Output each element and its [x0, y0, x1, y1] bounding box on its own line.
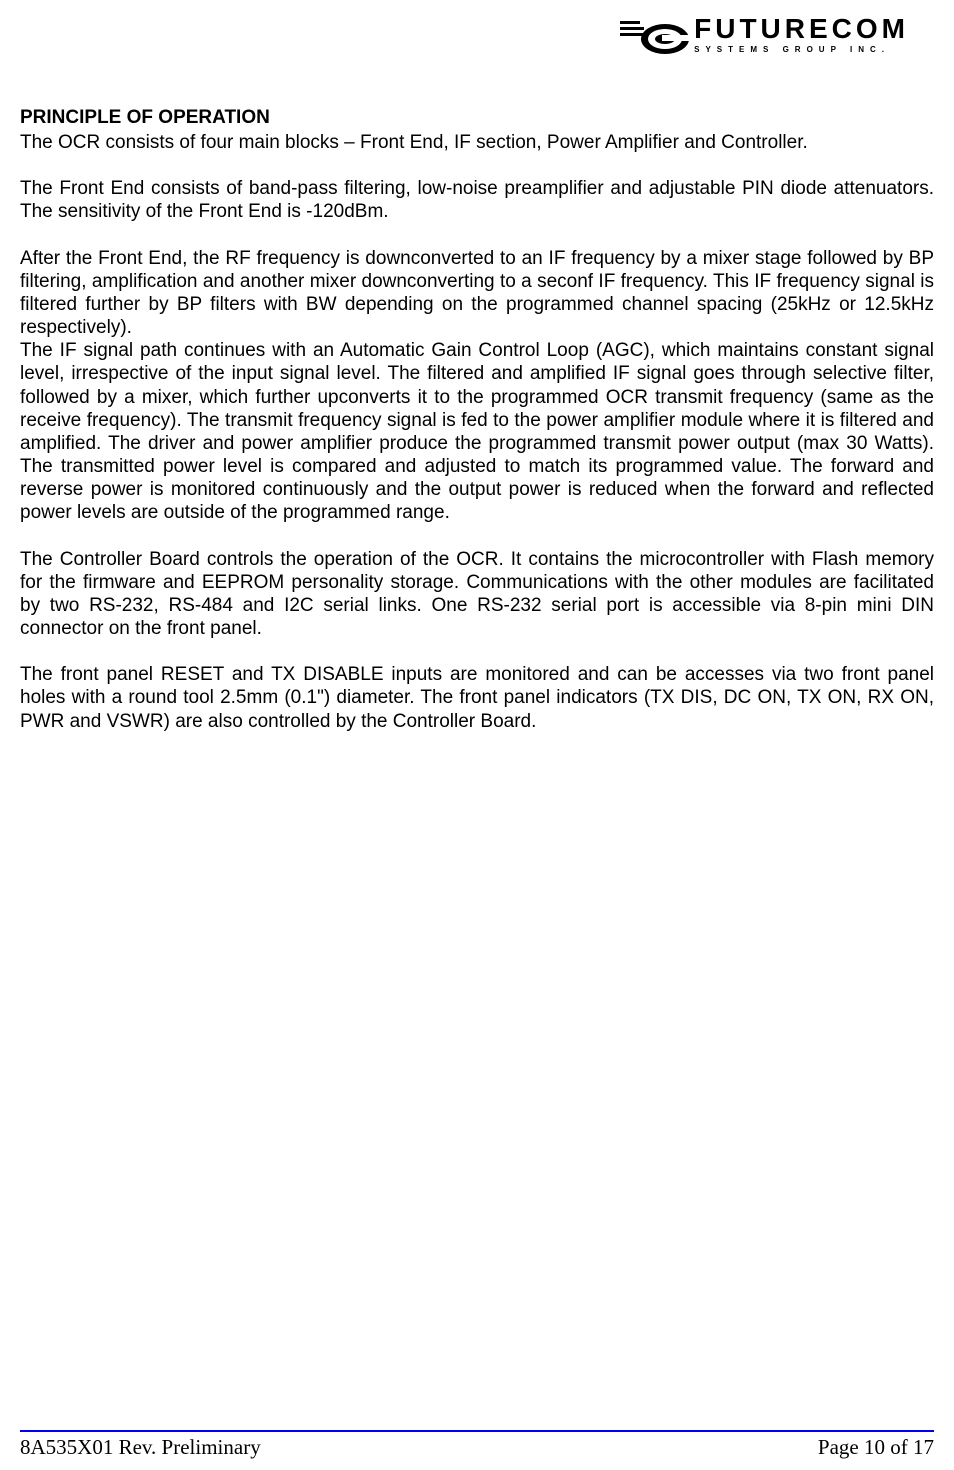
logo-main-text: FUTURECOM [694, 15, 909, 43]
footer-divider [20, 1430, 934, 1432]
footer-page-number: Page 10 of 17 [818, 1435, 934, 1460]
paragraph-3a: After the Front End, the RF frequency is… [20, 247, 934, 340]
paragraph-5: The front panel RESET and TX DISABLE inp… [20, 663, 934, 733]
paragraph-2: The Front End consists of band-pass filt… [20, 177, 934, 223]
paragraph-1: The OCR consists of four main blocks – F… [20, 131, 934, 154]
logo-text: FUTURECOM SYSTEMS GROUP INC. [694, 15, 909, 54]
page-footer: 8A535X01 Rev. Preliminary Page 10 of 17 [20, 1435, 934, 1460]
paragraph-3b: The IF signal path continues with an Aut… [20, 339, 934, 524]
footer-doc-id: 8A535X01 Rev. Preliminary [20, 1435, 261, 1460]
section-title: PRINCIPLE OF OPERATION [20, 107, 934, 129]
page-header: FUTURECOM SYSTEMS GROUP INC. [0, 0, 954, 57]
logo-mark-icon [620, 15, 690, 57]
company-logo: FUTURECOM SYSTEMS GROUP INC. [620, 15, 909, 57]
document-content: PRINCIPLE OF OPERATION The OCR consists … [0, 57, 954, 733]
paragraph-4: The Controller Board controls the operat… [20, 548, 934, 641]
logo-sub-text: SYSTEMS GROUP INC. [694, 45, 909, 54]
